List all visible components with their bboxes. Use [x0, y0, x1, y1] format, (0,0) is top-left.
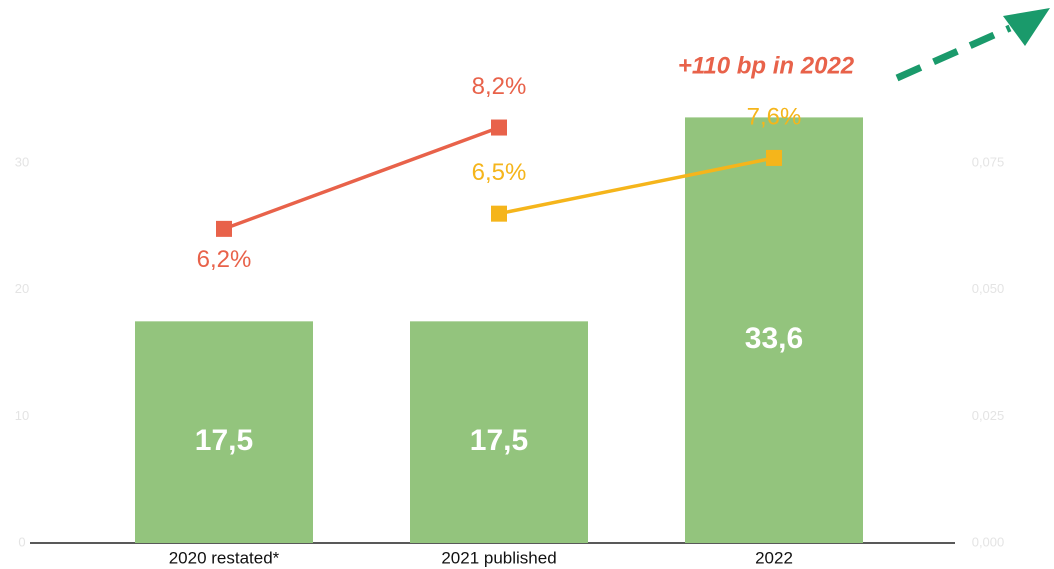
- annotation: +110 bp in 2022: [678, 52, 855, 79]
- line-marker: [491, 119, 507, 136]
- line-marker: [491, 205, 507, 222]
- x-tick-label: 2021 published: [441, 548, 556, 567]
- bar: [135, 321, 313, 543]
- line-value-label: 8,2%: [472, 73, 527, 100]
- line-value-label: 6,2%: [197, 246, 252, 273]
- y-tick-label: 0: [18, 534, 25, 549]
- line: [498, 156, 775, 216]
- bar-value-label: 17,5: [195, 424, 253, 457]
- y2-tick-label: 0,050: [972, 281, 1005, 296]
- line-value-label: 6,5%: [472, 159, 527, 186]
- bar: [410, 321, 588, 543]
- trend-arrow-shaft: [895, 24, 1012, 82]
- x-tick-label: 2020 restated*: [169, 548, 280, 567]
- bar-value-label: 33,6: [745, 322, 803, 355]
- x-tick-label: 2022: [755, 548, 793, 567]
- y2-tick-label: 0,000: [972, 534, 1005, 549]
- y-tick-label: 30: [15, 154, 29, 169]
- y2-tick-label: 0,025: [972, 408, 1005, 423]
- line-marker: [216, 220, 232, 237]
- y2-tick-label: 0,075: [972, 154, 1005, 169]
- trend-arrow-head: [1003, 8, 1050, 46]
- line-marker: [766, 149, 782, 166]
- line: [223, 125, 500, 231]
- y-tick-label: 20: [15, 281, 29, 296]
- bar: [685, 117, 863, 544]
- line-value-label: 7,6%: [747, 103, 802, 130]
- y-tick-label: 10: [15, 408, 29, 423]
- bar-value-label: 17,5: [470, 424, 528, 457]
